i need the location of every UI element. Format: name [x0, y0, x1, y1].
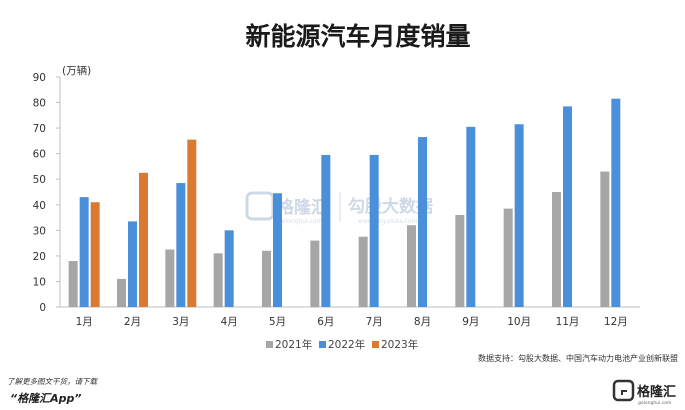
bar-2022年-1月 — [79, 197, 89, 307]
watermark-brand: 格隆汇 — [277, 197, 328, 218]
bar-2022年-10月 — [514, 124, 524, 308]
legend-label: 2023年 — [381, 338, 418, 351]
bar-2021年-9月 — [455, 215, 465, 307]
y-tick-label: 90 — [33, 72, 46, 84]
legend-swatch — [266, 341, 273, 348]
bar-2021年-5月 — [262, 250, 271, 307]
y-tick-label: 10 — [33, 276, 46, 288]
bar-2023年-1月 — [90, 202, 100, 307]
logo-icon — [612, 379, 635, 402]
bar-2021年-8月 — [407, 225, 416, 307]
footer-logo: 格隆汇 gelonghui.com — [612, 379, 676, 406]
x-tick-label: 5月 — [269, 316, 286, 328]
footer-line-1: 了解更多图文干货，请下载 — [7, 377, 98, 386]
y-axis: 0 10 20 30 40 50 60 70 80 90 — [33, 72, 640, 314]
unit-label: (万辆) — [62, 64, 91, 77]
y-tick-label: 40 — [33, 200, 46, 212]
legend: 2021年 2022年 2023年 — [266, 338, 418, 351]
logo-mark — [621, 390, 627, 395]
source-note: 数据支持：勾股大数据、中国汽车动力电池产业创新联盟 — [478, 353, 678, 363]
y-tick-label: 50 — [33, 174, 46, 186]
y-tick-label: 60 — [33, 149, 46, 161]
watermark-data-sub: www.gogudata.com — [358, 218, 418, 225]
bar-2022年-12月 — [611, 98, 621, 307]
x-tick-label: 1月 — [76, 316, 93, 328]
bar-2021年-1月 — [68, 261, 78, 307]
legend-swatch — [372, 341, 379, 348]
watermark-logo-icon — [245, 191, 275, 221]
x-tick-label: 2月 — [124, 316, 141, 328]
x-tick-label: 10月 — [507, 316, 531, 328]
y-tick-label: 70 — [33, 123, 46, 135]
bar-2022年-7月 — [369, 154, 379, 307]
watermark-data-brand: 勾股大数据 — [348, 196, 433, 217]
bar-2021年-10月 — [503, 208, 513, 307]
bar-2022年-6月 — [321, 154, 331, 307]
bar-2021年-6月 — [310, 240, 320, 307]
bar-2022年-8月 — [418, 137, 427, 307]
x-tick-label: 12月 — [604, 316, 628, 328]
logo-sub: gelonghui.com — [638, 400, 671, 406]
chart-title: 新能源汽车月度销量 — [245, 22, 470, 51]
bar-2022年-2月 — [128, 221, 137, 307]
bar-2021年-12月 — [600, 171, 610, 307]
bar-2023年-3月 — [187, 139, 197, 307]
x-tick-label: 9月 — [462, 316, 479, 328]
x-tick-label: 4月 — [221, 316, 238, 328]
x-axis: 1月 2月 3月 4月 5月 6月 7月 8月 9月 10月 11月 12月 — [76, 316, 628, 328]
bar-2022年-3月 — [176, 183, 186, 307]
legend-label: 2021年 — [275, 338, 312, 351]
legend-swatch — [319, 341, 326, 348]
x-tick-label: 6月 — [317, 316, 334, 328]
footer-app-name: “格隆汇App” — [10, 392, 81, 405]
y-tick-label: 20 — [33, 251, 46, 263]
y-tick-label: 80 — [33, 98, 46, 110]
bar-2023年-2月 — [139, 172, 148, 307]
x-tick-label: 7月 — [366, 316, 383, 328]
x-tick-label: 3月 — [172, 316, 189, 328]
bar-2022年-4月 — [224, 230, 234, 307]
watermark-brand-sub: gelonghui.com — [278, 218, 323, 225]
legend-label: 2022年 — [328, 338, 365, 351]
logo-text: 格隆汇 — [637, 384, 676, 400]
x-tick-label: 11月 — [556, 316, 580, 328]
bar-2021年-4月 — [213, 253, 223, 307]
bar-2022年-5月 — [273, 193, 282, 307]
bar-2021年-2月 — [117, 278, 126, 307]
bars — [68, 98, 621, 308]
x-tick-label: 8月 — [414, 316, 431, 328]
bar-2022年-9月 — [466, 126, 476, 307]
y-tick-label: 0 — [39, 302, 46, 314]
bar-2022年-11月 — [563, 106, 572, 307]
y-tick-label: 30 — [33, 225, 46, 237]
bar-2021年-11月 — [552, 192, 561, 307]
bar-2021年-7月 — [358, 236, 368, 307]
watermark: 格隆汇 gelonghui.com 勾股大数据 www.gogudata.com — [245, 191, 433, 225]
bar-2021年-3月 — [165, 249, 175, 307]
